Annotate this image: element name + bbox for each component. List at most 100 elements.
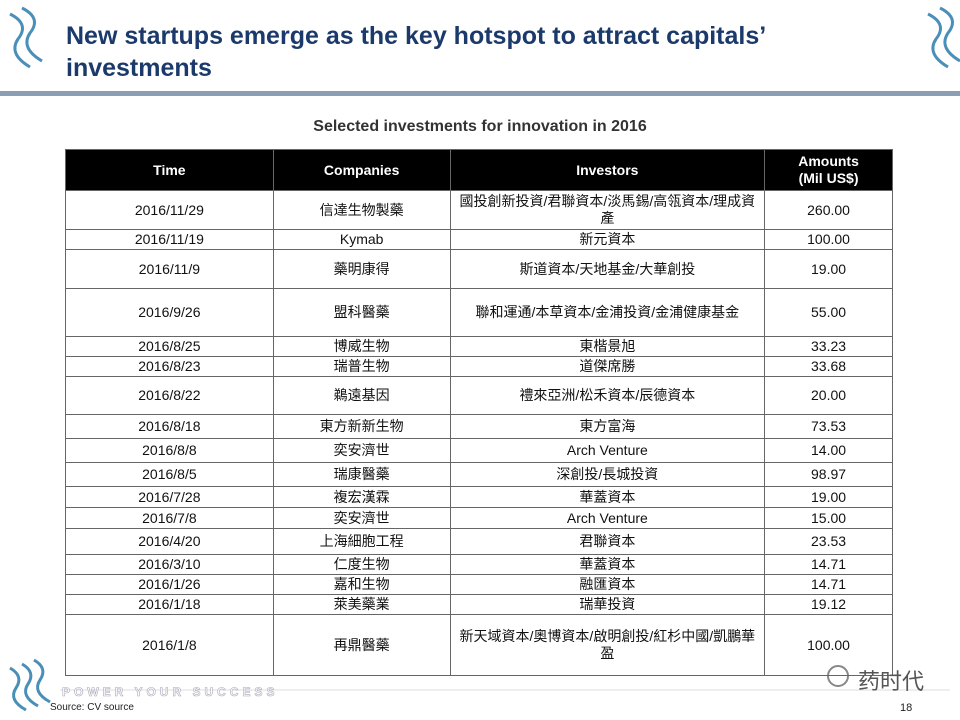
table-row: 2016/1/8 再鼎醫藥 新天域資本/奧博資本/啟明創投/紅杉中國/凱鵬華盈 100…: [65, 614, 893, 676]
column-header: Investors: [449, 149, 766, 191]
table-cell: 2016/3/10: [65, 554, 274, 575]
table-cell: 33.23: [764, 336, 893, 357]
table-row: 2016/7/28 複宏漢霖 華蓋資本 19.00: [65, 486, 893, 508]
tagline: POWER YOUR SUCCESS: [62, 685, 279, 700]
header-row: Time Companies Investors Amounts (Mil US$): [65, 149, 893, 191]
table-cell: 盟科醫藥: [272, 288, 451, 337]
table-cell: 斯道資本/天地基金/大華創投: [449, 249, 766, 289]
table-cell: 君聯資本: [449, 528, 766, 555]
table-row: 2016/8/22 鵜遠基因 禮來亞洲/松禾資本/辰德資本 20.00: [65, 376, 893, 415]
table-row: 2016/8/8 奕安濟世 Arch Venture 14.00: [65, 438, 893, 463]
table-cell: 萊美藥業: [272, 594, 451, 615]
table-cell: 嘉和生物: [272, 574, 451, 595]
table-cell: 2016/8/23: [65, 356, 274, 377]
table-cell: 東楷景旭: [449, 336, 766, 357]
column-header: Amounts (Mil US$): [764, 149, 893, 191]
column-header: Companies: [272, 149, 451, 191]
title: New startups emerge as the key hotspot t…: [66, 22, 765, 82]
table-cell: 2016/7/28: [65, 486, 274, 508]
table-cell: 19.00: [764, 249, 893, 289]
table-cell: 上海細胞工程: [272, 528, 451, 555]
table-row: 2016/8/25 博威生物 東楷景旭 33.23: [65, 336, 893, 357]
table-cell: 深創投/長城投資: [449, 462, 766, 487]
table-cell: 東方富海: [449, 414, 766, 439]
table-cell: 100.00: [764, 229, 893, 250]
table-cell: 19.12: [764, 594, 893, 615]
table-cell: 再鼎醫藥: [272, 614, 451, 676]
investment-table: Time Companies Investors Amounts (Mil US$) …: [65, 149, 893, 676]
table-cell: 14.71: [764, 574, 893, 595]
table-cell: 2016/8/25: [65, 336, 274, 357]
table-cell: 2016/8/22: [65, 376, 274, 415]
table-row: 2016/11/19 Kymab 新元資本 100.00: [65, 229, 893, 250]
table-row: 2016/11/29 信達生物製藥 國投創新投資/君聯資本/淡馬錫/高瓴資本/理成資…: [65, 190, 893, 230]
column-header: Time: [65, 149, 274, 191]
table-title: Selected investments for innovation in 2…: [313, 118, 647, 135]
table-cell: 20.00: [764, 376, 893, 415]
table-cell: 藥明康得: [272, 249, 451, 289]
table-cell: 複宏漢霖: [272, 486, 451, 508]
table-row: 2016/4/20 上海細胞工程 君聯資本 23.53: [65, 528, 893, 555]
table-row: 2016/8/5 瑞康醫藥 深創投/長城投資 98.97: [65, 462, 893, 487]
table-cell: 融匯資本: [449, 574, 766, 595]
table-cell: 奕安濟世: [272, 507, 451, 529]
table-row: 2016/11/9 藥明康得 斯道資本/天地基金/大華創投 19.00: [65, 249, 893, 289]
table-cell: 2016/8/18: [65, 414, 274, 439]
table-cell: 東方新新生物: [272, 414, 451, 439]
table-cell: 禮來亞洲/松禾資本/辰德資本: [449, 376, 766, 415]
table-cell: 2016/1/26: [65, 574, 274, 595]
table-cell: 2016/7/8: [65, 507, 274, 529]
table-cell: 華蓋資本: [449, 486, 766, 508]
table-row: 2016/8/18 東方新新生物 東方富海 73.53: [65, 414, 893, 439]
header-rule: [0, 91, 960, 96]
table-cell: 2016/8/5: [65, 462, 274, 487]
table-row: 2016/3/10 仁度生物 華蓋資本 14.71: [65, 554, 893, 575]
table-cell: 2016/1/18: [65, 594, 274, 615]
table-cell: 2016/11/9: [65, 249, 274, 289]
page-number: 18: [900, 702, 913, 714]
table-row: 2016/1/18 萊美藥業 瑞華投資 19.12: [65, 594, 893, 615]
table-cell: 2016/9/26: [65, 288, 274, 337]
table-cell: 信達生物製藥: [272, 190, 451, 230]
table-cell: 道傑席勝: [449, 356, 766, 377]
table-cell: 100.00: [764, 614, 893, 676]
table-cell: 73.53: [764, 414, 893, 439]
table-cell: 2016/1/8: [65, 614, 274, 676]
table-cell: 23.53: [764, 528, 893, 555]
table-cell: 新天域資本/奧博資本/啟明創投/紅杉中國/凱鵬華盈: [449, 614, 766, 676]
table-row: 2016/7/8 奕安濟世 Arch Venture 15.00: [65, 507, 893, 529]
table-cell: 鵜遠基因: [272, 376, 451, 415]
table-cell: Arch Venture: [449, 438, 766, 463]
table-cell: 15.00: [764, 507, 893, 529]
table-row: 2016/8/23 瑞普生物 道傑席勝 33.68: [65, 356, 893, 377]
table-cell: 2016/11/19: [65, 229, 274, 250]
table-cell: 瑞華投資: [449, 594, 766, 615]
table-cell: 2016/11/29: [65, 190, 274, 230]
table-cell: 華蓋資本: [449, 554, 766, 575]
table-cell: 瑞康醫藥: [272, 462, 451, 487]
table-cell: 98.97: [764, 462, 893, 487]
table-cell: 新元資本: [449, 229, 766, 250]
table-body: 2016/11/29 信達生物製藥 國投創新投資/君聯資本/淡馬錫/高瓴資本/理成資…: [65, 190, 893, 676]
table-cell: 仁度生物: [272, 554, 451, 575]
table-cell: 2016/8/8: [65, 438, 274, 463]
table-cell: 瑞普生物: [272, 356, 451, 377]
table-cell: Arch Venture: [449, 507, 766, 529]
table-cell: 14.71: [764, 554, 893, 575]
table-cell: 聯和運通/本草資本/金浦投資/金浦健康基金: [449, 288, 766, 337]
table-cell: 2016/4/20: [65, 528, 274, 555]
table-cell: 33.68: [764, 356, 893, 377]
table-cell: 55.00: [764, 288, 893, 337]
table-cell: 19.00: [764, 486, 893, 508]
watermark: 药时代: [858, 669, 925, 694]
table-cell: 260.00: [764, 190, 893, 230]
table-row: 2016/1/26 嘉和生物 融匯資本 14.71: [65, 574, 893, 595]
source: Source: CV source: [50, 702, 134, 713]
table-cell: 博威生物: [272, 336, 451, 357]
table-row: 2016/9/26 盟科醫藥 聯和運通/本草資本/金浦投資/金浦健康基金 55.00: [65, 288, 893, 337]
table-cell: 奕安濟世: [272, 438, 451, 463]
table-cell: 14.00: [764, 438, 893, 463]
table-cell: Kymab: [272, 229, 451, 250]
